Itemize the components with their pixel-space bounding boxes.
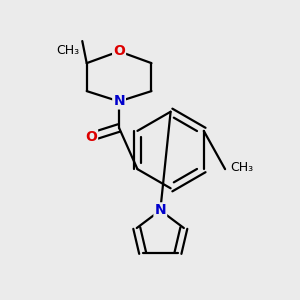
- Text: CH₃: CH₃: [230, 161, 254, 174]
- Text: O: O: [85, 130, 97, 144]
- Text: O: O: [113, 44, 125, 58]
- Text: N: N: [113, 94, 125, 108]
- Text: N: N: [154, 203, 166, 218]
- Text: CH₃: CH₃: [56, 44, 79, 57]
